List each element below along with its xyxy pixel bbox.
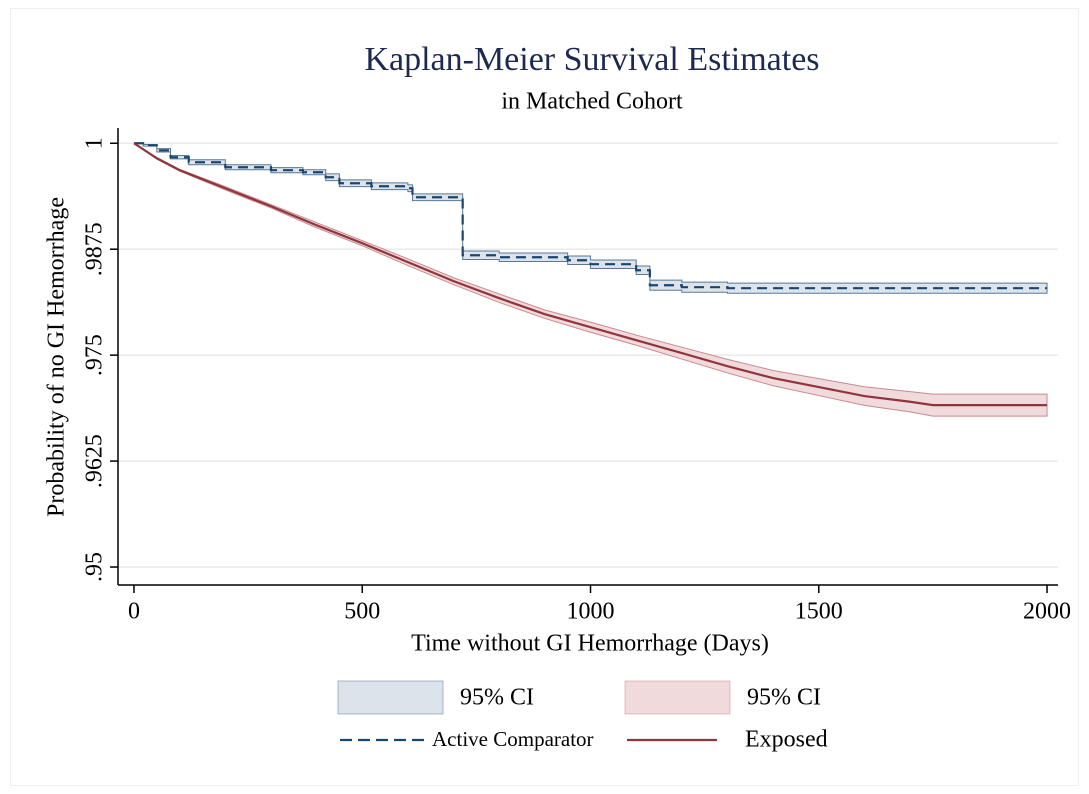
legend-label: Exposed — [745, 727, 828, 753]
y-axis-label: Probability of no GI Hemorrhage — [44, 197, 70, 517]
x-tick-label: 1500 — [795, 599, 843, 625]
y-tick-label: .9625 — [82, 434, 108, 488]
legend-ci-label: 95% CI — [460, 685, 534, 711]
y-tick-label: .9875 — [82, 222, 108, 276]
x-tick-label: 500 — [344, 599, 380, 625]
x-axis-label: Time without GI Hemorrhage (Days) — [411, 631, 769, 657]
x-tick-label: 0 — [128, 599, 140, 625]
survival-line — [133, 142, 1048, 290]
legend-ci-swatch — [624, 680, 731, 715]
legend-ci-swatch — [337, 680, 444, 715]
chart-subtitle: in Matched Cohort — [501, 89, 683, 115]
x-tick-label: 1000 — [567, 599, 615, 625]
legend-label: Active Comparator — [432, 727, 594, 751]
y-tick-label: .95 — [82, 552, 108, 582]
y-tick-label: 1 — [82, 137, 108, 149]
legend-ci-label: 95% CI — [747, 685, 821, 711]
y-tick-label: .975 — [82, 334, 108, 376]
chart-title: Kaplan-Meier Survival Estimates — [364, 41, 819, 78]
x-tick-label: 2000 — [1023, 599, 1071, 625]
survival-line — [133, 142, 1048, 407]
